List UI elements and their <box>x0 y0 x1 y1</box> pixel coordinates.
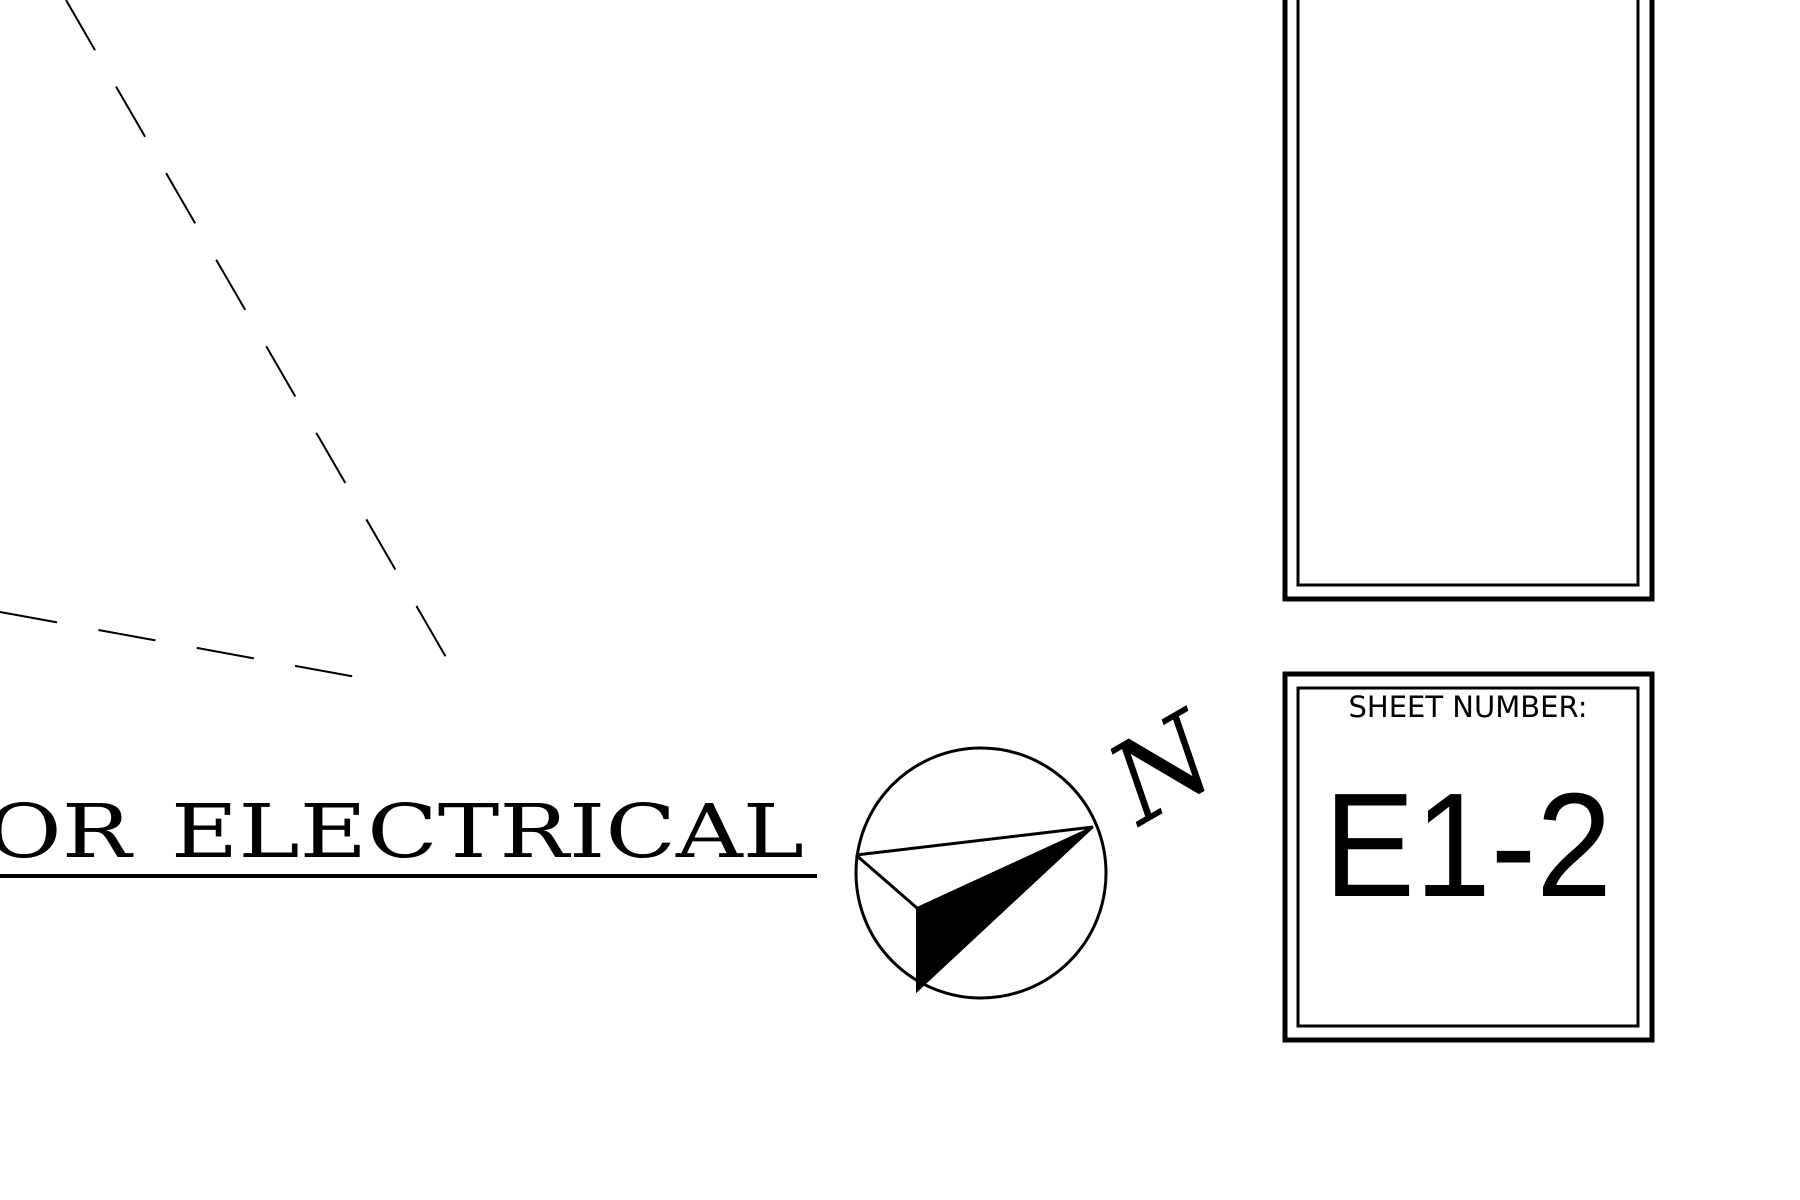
upper-frame-outer <box>1282 0 1655 602</box>
dashed-line-lower <box>0 611 379 682</box>
dashed-view-lines <box>0 0 466 691</box>
north-arrow-filled-half <box>916 826 1094 994</box>
sheet-number-box: SHEET NUMBER: E1-2 <box>1282 671 1655 1043</box>
upper-frame-inner <box>1296 0 1640 587</box>
sheet-number-label: SHEET NUMBER: <box>1349 690 1588 724</box>
north-letter: N <box>1085 686 1241 851</box>
dashed-line-diagonal <box>65 0 466 691</box>
north-arrow-icon: N <box>854 686 1241 1000</box>
drawing-title: OR ELECTRICAL <box>0 764 817 881</box>
north-arrow-left-edge <box>855 853 918 910</box>
sheet-box-inner <box>1296 686 1640 1028</box>
sheet-box-outer <box>1282 671 1655 1043</box>
title-prefix-text: OR <box>0 789 134 875</box>
north-arrow-circle <box>854 746 1108 1000</box>
title-main-text: ELECTRICAL <box>171 789 804 875</box>
svg-text:OR ELECTRICAL: OR ELECTRICAL <box>0 764 804 881</box>
sheet-number-value: E1-2 <box>1324 763 1612 928</box>
north-arrow-top-edge <box>855 825 1094 857</box>
title-block-upper-frame <box>1282 0 1655 602</box>
